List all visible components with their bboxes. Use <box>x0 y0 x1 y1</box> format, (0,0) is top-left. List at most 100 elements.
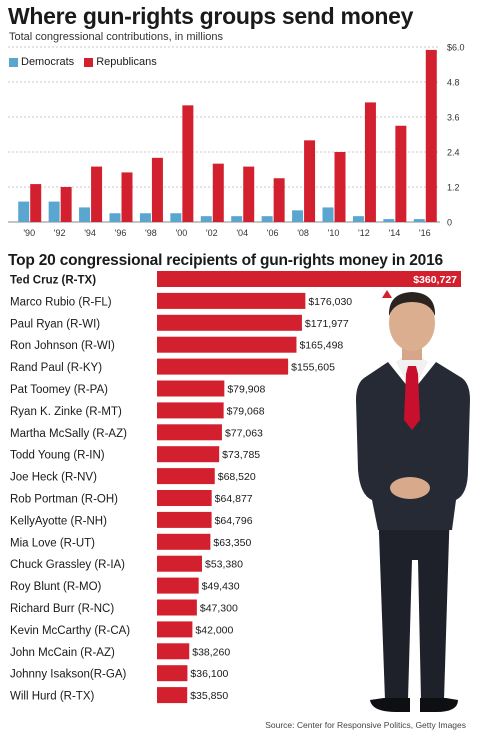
recipient-bar <box>157 468 215 485</box>
x-tick-label: '92 <box>54 228 66 238</box>
recipient-name: Pat Toomey (R-PA) <box>10 384 108 396</box>
suit-jacket <box>356 362 470 530</box>
trousers <box>378 505 450 700</box>
recipient-value-label: $360,727 <box>413 274 457 286</box>
bar-republicans <box>91 166 103 222</box>
bar-republicans <box>334 152 346 222</box>
bar-republicans <box>395 125 407 222</box>
chart-subtitle: Total congressional contributions, in mi… <box>9 31 223 43</box>
bar-democrats <box>79 207 91 222</box>
bar-republicans <box>364 102 376 222</box>
politician-photo <box>356 292 470 712</box>
pointer-triangle <box>382 290 392 298</box>
recipient-value-label: $77,063 <box>225 427 263 439</box>
recipient-name: Kevin McCarthy (R-CA) <box>10 625 130 637</box>
recipient-bar <box>157 424 222 441</box>
bar-democrats <box>170 213 182 222</box>
x-tick-label: '94 <box>84 228 96 238</box>
source-note: Source: Center for Responsive Politics, … <box>265 720 466 730</box>
recipient-bar <box>157 446 220 463</box>
bar-democrats <box>352 216 364 222</box>
recipient-name: Roy Blunt (R-MO) <box>10 581 102 593</box>
recipient-value-label: $53,380 <box>205 559 243 571</box>
bar-democrats <box>18 201 30 222</box>
recipient-name: Rand Paul (R-KY) <box>10 362 102 374</box>
hair <box>388 292 436 316</box>
recipient-name: KellyAyotte (R-NH) <box>10 515 107 527</box>
recipient-name: Joe Heck (R-NV) <box>10 472 97 484</box>
legend-swatch-democrats <box>9 57 18 67</box>
recipient-bar <box>157 599 197 616</box>
recipient-name: John McCain (R-AZ) <box>10 647 115 659</box>
recipient-bar <box>157 511 212 528</box>
x-tick-label: '90 <box>23 228 35 238</box>
bar-democrats <box>413 219 425 222</box>
recipient-value-label: $73,785 <box>222 449 260 461</box>
recipient-bar <box>157 555 202 572</box>
ranking-title: Top 20 congressional recipients of gun-r… <box>8 252 443 269</box>
bar-republicans <box>212 163 224 222</box>
recipient-name: Ryan K. Zinke (R-MT) <box>10 406 122 418</box>
recipient-name: Richard Burr (R-NC) <box>10 603 114 615</box>
recipient-value-label: $155,605 <box>291 362 335 374</box>
left-shoe <box>370 698 410 712</box>
x-tick-label: '16 <box>419 228 431 238</box>
bar-democrats <box>231 216 243 222</box>
right-shoe <box>420 698 458 712</box>
bar-democrats <box>261 216 273 222</box>
recipient-value-label: $36,100 <box>190 668 228 680</box>
x-tick-label: '02 <box>206 228 218 238</box>
x-tick-label: '98 <box>145 228 157 238</box>
recipient-value-label: $165,498 <box>299 340 343 352</box>
recipient-value-label: $176,030 <box>308 296 352 308</box>
recipient-name: Chuck Grassley (R-IA) <box>10 559 125 571</box>
legend-label-democrats: Democrats <box>21 56 75 68</box>
recipient-name: Ron Johnson (R-WI) <box>10 340 115 352</box>
y-tick-label: 0 <box>447 218 452 228</box>
recipient-value-label: $79,908 <box>227 384 265 396</box>
recipient-bar <box>157 402 224 419</box>
x-tick-label: '06 <box>267 228 279 238</box>
face <box>389 295 435 351</box>
chart-title: Where gun-rights groups send money <box>8 3 414 29</box>
recipient-value-label: $63,350 <box>213 537 251 549</box>
recipient-bar <box>157 533 211 550</box>
recipient-bar <box>157 687 188 704</box>
legend-label-republicans: Republicans <box>96 56 157 68</box>
legend-swatch-republicans <box>84 57 94 67</box>
y-tick-label: 1.2 <box>447 183 460 193</box>
bar-democrats <box>383 219 395 222</box>
y-tick-label: 3.6 <box>447 113 460 123</box>
recipient-bar <box>157 314 302 331</box>
recipient-name: Will Hurd (R-TX) <box>10 691 94 703</box>
recipient-name: Johnny Isakson(R-GA) <box>10 669 126 681</box>
recipient-name: Rob Portman (R-OH) <box>10 494 118 506</box>
bar-republicans <box>30 184 42 222</box>
bar-democrats <box>48 201 60 222</box>
recipient-value-label: $64,877 <box>215 493 253 505</box>
bar-democrats <box>139 213 151 222</box>
recipient-bar <box>157 621 193 638</box>
recipient-name: Marco Rubio (R-FL) <box>10 296 112 308</box>
recipient-value-label: $47,300 <box>200 603 238 615</box>
bar-republicans <box>273 178 285 222</box>
recipient-bar <box>157 271 461 287</box>
bar-democrats <box>322 207 334 222</box>
contributions-column-chart: 0 1.2 2.4 3.6 4.8 $6.0 '90 '92 '94 '96 '98 '00 '02 '0… <box>8 43 465 238</box>
x-tick-label: '96 <box>115 228 127 238</box>
recipient-bar <box>157 336 297 353</box>
bar-republicans <box>304 140 316 222</box>
x-tick-label: '10 <box>328 228 340 238</box>
recipient-name: Martha McSally (R-AZ) <box>10 428 127 440</box>
recipient-value-label: $68,520 <box>218 471 256 483</box>
bar-democrats <box>200 216 212 222</box>
recipient-name: Ted Cruz (R-TX) <box>10 275 96 287</box>
recipient-value-label: $35,850 <box>190 690 228 702</box>
x-tick-label: '12 <box>358 228 370 238</box>
y-tick-label: $6.0 <box>447 43 465 53</box>
bar-republicans <box>121 172 133 222</box>
recipient-name: Todd Young (R-IN) <box>10 450 105 462</box>
recipient-bar <box>157 358 289 375</box>
legend-item-republicans: Republicans <box>84 56 157 68</box>
recipient-value-label: $38,260 <box>192 646 230 658</box>
